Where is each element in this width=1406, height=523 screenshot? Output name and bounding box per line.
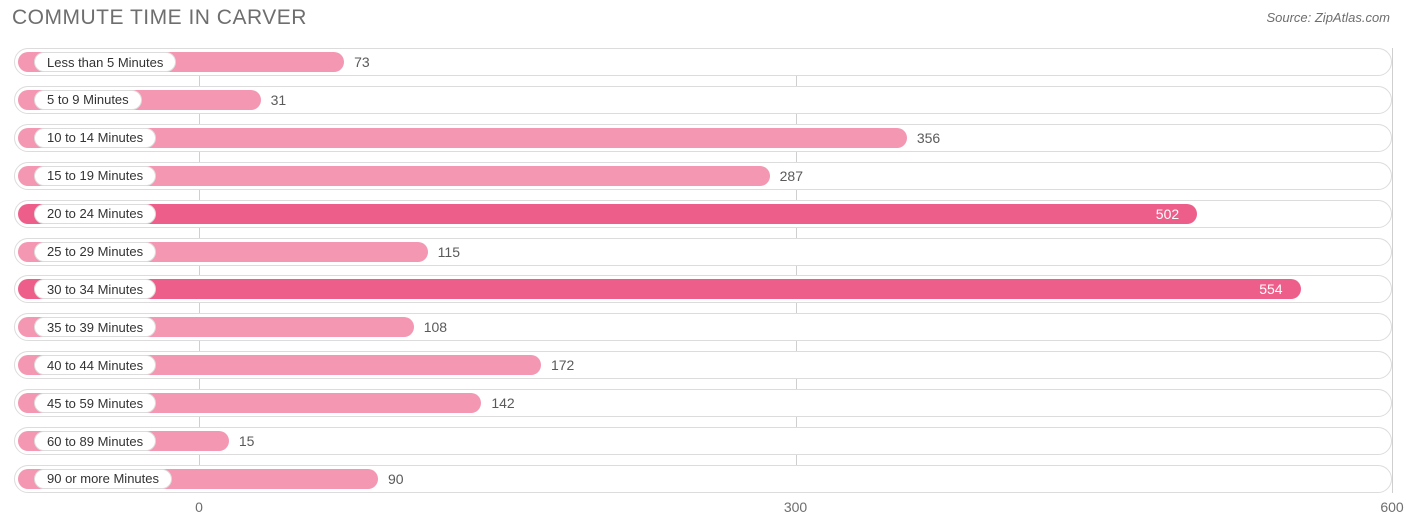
table-row: 30 to 34 Minutes 554 [14,275,1392,303]
table-row: 10 to 14 Minutes 356 [14,124,1392,152]
x-tick-label: 600 [1380,499,1403,515]
category-label: 15 to 19 Minutes [34,166,156,186]
x-tick-label: 0 [195,499,203,515]
category-label: 25 to 29 Minutes [34,242,156,262]
category-label: Less than 5 Minutes [34,52,176,72]
category-label: 60 to 89 Minutes [34,431,156,451]
bar [18,204,1197,224]
chart-area: 0300600 Less than 5 Minutes735 to 9 Minu… [14,48,1392,493]
x-tick-label: 300 [784,499,807,515]
table-row: 45 to 59 Minutes 142 [14,389,1392,417]
value-label: 554 [1259,275,1282,303]
category-label: 10 to 14 Minutes [34,128,156,148]
category-label: 35 to 39 Minutes [34,317,156,337]
chart-rows: Less than 5 Minutes 73 5 to 9 Minutes 31 10 … [14,48,1392,493]
value-label: 142 [491,389,514,417]
value-label: 31 [271,86,287,114]
chart-container: COMMUTE TIME IN CARVER Source: ZipAtlas.… [0,0,1406,523]
value-label: 90 [388,465,404,493]
category-label: 5 to 9 Minutes [34,90,142,110]
value-label: 108 [424,313,447,341]
table-row: 15 to 19 Minutes 287 [14,162,1392,190]
category-label: 45 to 59 Minutes [34,393,156,413]
value-label: 287 [780,162,803,190]
chart-source: Source: ZipAtlas.com [1266,10,1390,25]
value-label: 115 [438,238,460,266]
table-row: 35 to 39 Minutes 108 [14,313,1392,341]
table-row: 40 to 44 Minutes 172 [14,351,1392,379]
category-label: 90 or more Minutes [34,469,172,489]
table-row: 90 or more Minutes 90 [14,465,1392,493]
chart-title: COMMUTE TIME IN CARVER [12,6,307,30]
value-label: 356 [917,124,940,152]
gridline [1392,48,1393,493]
category-label: 40 to 44 Minutes [34,355,156,375]
table-row: 25 to 29 Minutes 115 [14,238,1392,266]
category-label: 30 to 34 Minutes [34,279,156,299]
value-label: 15 [239,427,255,455]
bar [18,279,1301,299]
category-label: 20 to 24 Minutes [34,204,156,224]
table-row: 20 to 24 Minutes 502 [14,200,1392,228]
value-label: 73 [354,48,370,76]
value-label: 172 [551,351,574,379]
table-row: 5 to 9 Minutes 31 [14,86,1392,114]
table-row: 60 to 89 Minutes 15 [14,427,1392,455]
value-label: 502 [1156,200,1179,228]
table-row: Less than 5 Minutes 73 [14,48,1392,76]
